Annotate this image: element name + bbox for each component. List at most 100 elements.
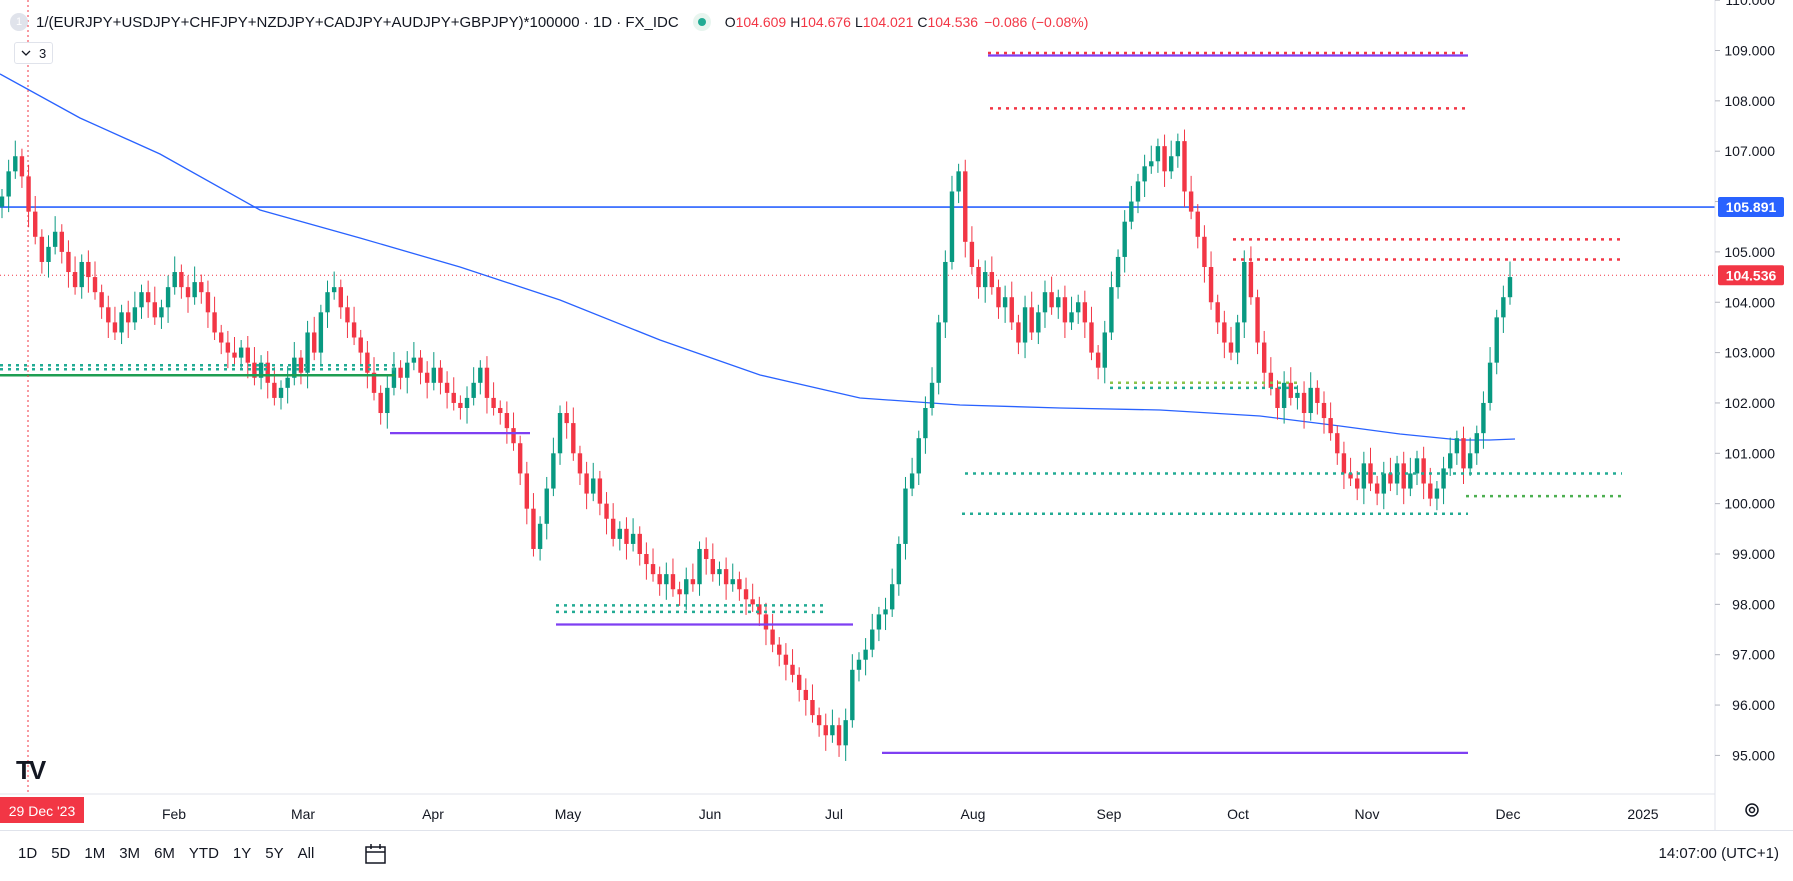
candle-body <box>1328 418 1333 434</box>
close-label: C <box>917 14 928 30</box>
candle <box>830 709 835 743</box>
candle <box>1328 402 1333 441</box>
candle <box>451 377 456 411</box>
candle <box>677 581 682 606</box>
candle <box>1295 385 1300 410</box>
candle <box>584 461 589 510</box>
candle <box>1162 134 1167 187</box>
candle <box>1487 347 1493 411</box>
candle-body <box>1022 307 1028 343</box>
candle <box>1262 330 1267 389</box>
candle-body <box>132 307 138 323</box>
candle-body <box>179 272 184 288</box>
candle-body <box>876 614 882 630</box>
candle <box>424 361 430 399</box>
candle-body <box>219 332 224 343</box>
candle <box>896 536 902 596</box>
candle-body <box>956 171 961 192</box>
candle-body <box>870 629 875 650</box>
candle-body <box>1428 483 1433 499</box>
candle <box>1448 437 1453 476</box>
candle-body <box>537 523 543 549</box>
calendar-icon[interactable] <box>364 843 388 865</box>
candle <box>79 254 84 299</box>
candle <box>923 396 928 454</box>
candle <box>1248 246 1254 305</box>
candle <box>537 516 543 561</box>
candle <box>650 548 656 582</box>
candle-body <box>929 382 935 408</box>
tradingview-logo-icon[interactable]: TV <box>16 755 46 785</box>
candle <box>976 259 981 299</box>
time-tick-label: Sep <box>1097 806 1122 822</box>
candle <box>0 188 5 219</box>
candle <box>298 350 304 385</box>
candle-body <box>810 700 815 716</box>
high-label: H <box>790 14 801 30</box>
candle-body <box>1129 201 1134 222</box>
candle-body <box>1474 433 1479 454</box>
candle <box>312 316 317 361</box>
price-chart[interactable]: 95.000 96.000 97.000 98.000 99.000 100.000 101… <box>0 0 1793 830</box>
candle <box>1149 145 1154 174</box>
candle <box>743 577 749 615</box>
range-buttons: 1D 5D 1M 3M 6M YTD 1Y 5Y All <box>18 845 314 862</box>
candle-body <box>551 453 556 489</box>
candle <box>1129 185 1134 230</box>
candle-body <box>690 579 696 585</box>
range-button-3m[interactable]: 3M <box>119 845 141 862</box>
market-status-icon[interactable] <box>692 13 711 31</box>
candle-body <box>1248 261 1254 298</box>
crosshair-date-bg <box>0 797 84 823</box>
indicators-toggle[interactable]: 3 <box>14 42 54 64</box>
price-axis: 95.000 96.000 97.000 98.000 99.000 100.000 101… <box>1715 0 1775 763</box>
candle <box>219 324 224 355</box>
candle <box>1408 457 1413 497</box>
candle-body <box>863 649 868 660</box>
candle-body <box>591 478 596 494</box>
level-price-label: 105.891 <box>1726 199 1777 215</box>
candle-body <box>451 392 456 403</box>
price-tick-label: 96.000 <box>1732 697 1775 713</box>
candle <box>1122 210 1127 273</box>
candle-body <box>318 312 324 353</box>
candle-body <box>624 528 629 544</box>
candle <box>577 445 583 486</box>
candle-body <box>1301 392 1307 414</box>
candle-body <box>278 387 284 398</box>
candle-body <box>192 282 197 298</box>
gear-icon[interactable] <box>1742 800 1762 820</box>
candle <box>1188 175 1194 220</box>
candle <box>46 235 51 278</box>
candle <box>1315 380 1320 415</box>
range-button-1y[interactable]: 1Y <box>232 845 252 862</box>
range-button-6m[interactable]: 6M <box>154 845 175 862</box>
candle-body <box>438 367 443 383</box>
range-button-ytd[interactable]: YTD <box>188 845 219 862</box>
range-button-5d[interactable]: 5D <box>51 845 71 862</box>
clock-timezone[interactable]: 14:07:00 (UTC+1) <box>1658 845 1779 862</box>
candle-body <box>703 548 709 560</box>
range-button-all[interactable]: All <box>297 845 315 862</box>
range-button-1m[interactable]: 1M <box>84 845 106 862</box>
candle <box>411 342 417 371</box>
candle-body <box>1421 458 1426 484</box>
candle-body <box>205 292 211 313</box>
candle <box>1222 310 1227 359</box>
candle <box>796 667 802 702</box>
candle-body <box>405 362 410 378</box>
candle-body <box>850 669 855 721</box>
candle <box>498 400 503 425</box>
symbol-title[interactable]: 1/(EURJPY+USDJPY+CHFJPY+NZDJPY+CADJPY+AU… <box>36 13 679 31</box>
candle <box>1368 447 1373 492</box>
candle <box>1195 204 1200 249</box>
candle <box>1348 457 1353 487</box>
symbol-badge[interactable]: 1 <box>10 13 28 31</box>
range-button-1d[interactable]: 1D <box>18 845 38 862</box>
range-button-5y[interactable]: 5Y <box>265 845 284 862</box>
drawn-levels <box>0 206 1715 276</box>
candle <box>982 260 988 303</box>
time-tick-label: Jul <box>825 806 843 822</box>
candle-body <box>1195 211 1200 237</box>
candle <box>112 306 118 341</box>
